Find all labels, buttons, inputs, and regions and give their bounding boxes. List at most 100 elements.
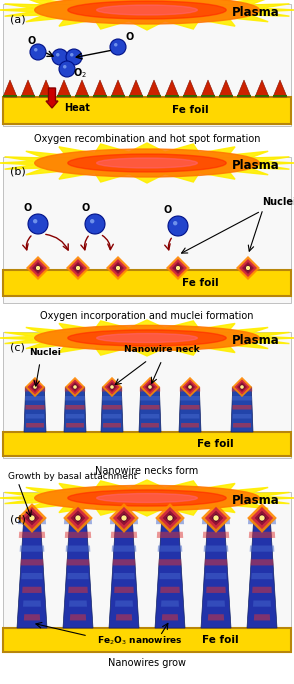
Polygon shape xyxy=(203,531,229,538)
Polygon shape xyxy=(183,95,197,97)
Polygon shape xyxy=(156,518,184,524)
Circle shape xyxy=(85,214,105,234)
Polygon shape xyxy=(165,80,179,97)
Polygon shape xyxy=(111,531,137,538)
Text: O$_2$: O$_2$ xyxy=(73,66,87,80)
Polygon shape xyxy=(129,80,143,97)
Polygon shape xyxy=(67,507,89,529)
Polygon shape xyxy=(233,423,251,428)
Polygon shape xyxy=(242,262,254,274)
Text: Fe foil: Fe foil xyxy=(202,635,238,645)
Polygon shape xyxy=(147,384,153,390)
Circle shape xyxy=(114,43,118,47)
Polygon shape xyxy=(147,95,161,97)
Polygon shape xyxy=(21,95,35,97)
Polygon shape xyxy=(30,382,40,392)
Circle shape xyxy=(168,216,188,236)
Circle shape xyxy=(59,61,75,77)
Circle shape xyxy=(63,65,66,68)
Circle shape xyxy=(213,515,219,521)
Polygon shape xyxy=(208,614,224,620)
Polygon shape xyxy=(18,518,46,524)
Polygon shape xyxy=(239,384,245,390)
Polygon shape xyxy=(163,510,177,525)
Polygon shape xyxy=(65,531,91,538)
Text: O: O xyxy=(28,36,36,46)
Text: O: O xyxy=(81,203,89,213)
Polygon shape xyxy=(64,518,92,524)
Polygon shape xyxy=(23,601,41,607)
Polygon shape xyxy=(140,377,160,397)
Ellipse shape xyxy=(35,486,259,510)
Circle shape xyxy=(148,385,152,389)
Polygon shape xyxy=(202,518,230,524)
Polygon shape xyxy=(250,546,274,552)
FancyArrow shape xyxy=(46,88,58,108)
Polygon shape xyxy=(19,531,45,538)
Polygon shape xyxy=(66,423,84,428)
Polygon shape xyxy=(65,396,85,401)
Polygon shape xyxy=(25,510,39,525)
Polygon shape xyxy=(258,514,266,522)
Polygon shape xyxy=(17,518,47,628)
Polygon shape xyxy=(110,518,138,524)
Polygon shape xyxy=(205,560,228,566)
Polygon shape xyxy=(25,396,45,401)
Polygon shape xyxy=(233,414,251,419)
Polygon shape xyxy=(142,380,158,395)
Polygon shape xyxy=(66,256,90,280)
Polygon shape xyxy=(107,382,117,392)
Polygon shape xyxy=(205,507,227,529)
Polygon shape xyxy=(25,387,45,391)
Polygon shape xyxy=(72,262,84,274)
Polygon shape xyxy=(161,601,179,607)
Text: Nuclei: Nuclei xyxy=(29,348,61,357)
Polygon shape xyxy=(25,405,45,410)
Ellipse shape xyxy=(97,158,197,168)
Bar xyxy=(3,628,291,652)
Polygon shape xyxy=(70,382,80,392)
Polygon shape xyxy=(65,405,85,410)
Ellipse shape xyxy=(68,1,226,19)
Polygon shape xyxy=(232,405,252,410)
Ellipse shape xyxy=(68,330,226,346)
Polygon shape xyxy=(255,95,269,97)
Polygon shape xyxy=(39,95,53,97)
Polygon shape xyxy=(24,387,46,432)
Polygon shape xyxy=(140,387,160,391)
Polygon shape xyxy=(180,377,200,397)
Polygon shape xyxy=(155,518,185,628)
Polygon shape xyxy=(57,80,71,97)
Polygon shape xyxy=(20,546,44,552)
Polygon shape xyxy=(102,396,122,401)
Polygon shape xyxy=(66,560,89,566)
Bar xyxy=(3,332,291,458)
Ellipse shape xyxy=(35,0,259,24)
Polygon shape xyxy=(254,614,270,620)
Polygon shape xyxy=(27,380,43,395)
Polygon shape xyxy=(26,256,50,280)
Circle shape xyxy=(176,266,180,270)
Polygon shape xyxy=(28,514,36,522)
Polygon shape xyxy=(72,384,78,390)
Polygon shape xyxy=(251,573,273,579)
Polygon shape xyxy=(252,587,272,593)
Polygon shape xyxy=(109,518,139,628)
Polygon shape xyxy=(75,95,89,97)
Text: (a): (a) xyxy=(10,14,26,24)
Circle shape xyxy=(246,266,250,270)
Polygon shape xyxy=(140,396,160,401)
Polygon shape xyxy=(145,382,155,392)
Polygon shape xyxy=(26,423,44,428)
Polygon shape xyxy=(201,503,231,533)
Polygon shape xyxy=(115,265,121,272)
Polygon shape xyxy=(157,531,183,538)
Circle shape xyxy=(75,515,81,521)
Ellipse shape xyxy=(68,154,226,172)
Polygon shape xyxy=(175,265,181,272)
Circle shape xyxy=(30,44,46,60)
Polygon shape xyxy=(66,414,84,419)
Polygon shape xyxy=(113,573,135,579)
Polygon shape xyxy=(113,560,136,566)
Polygon shape xyxy=(160,587,180,593)
